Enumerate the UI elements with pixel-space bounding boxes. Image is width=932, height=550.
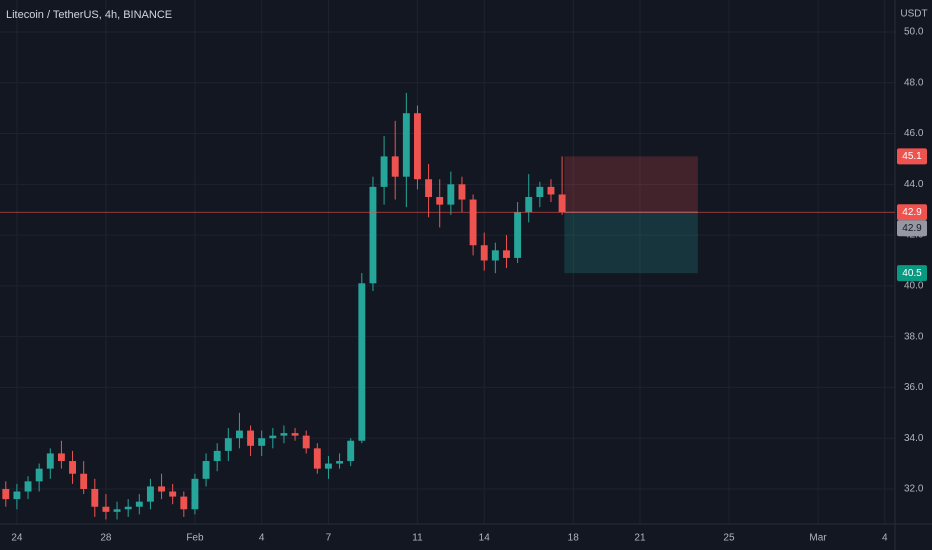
candle-body — [336, 461, 344, 464]
candle-body — [113, 509, 121, 512]
candle-body — [525, 197, 533, 213]
stop-price-label: 45.1 — [902, 151, 922, 162]
candle-body — [24, 481, 32, 492]
stop-price-label-bg — [897, 148, 927, 165]
candle-body — [380, 156, 388, 187]
y-tick-label: 32.0 — [904, 484, 924, 495]
y-tick-label: 34.0 — [904, 433, 924, 444]
candle-body — [291, 433, 299, 436]
y-tick-label: 46.0 — [904, 128, 924, 139]
y-tick-label: 44.0 — [904, 179, 924, 190]
x-tick-label: 14 — [479, 533, 491, 544]
x-tick-label: 4 — [259, 533, 265, 544]
y-tick-label: 36.0 — [904, 382, 924, 393]
candle-body — [480, 245, 488, 261]
x-tick-label: 25 — [723, 533, 735, 544]
candle-body — [213, 450, 221, 462]
chart-title: Litecoin / TetherUS, 4h, BINANCE — [6, 9, 172, 21]
y-tick-label: 40.0 — [904, 281, 924, 292]
candle-body — [536, 186, 544, 198]
candle-body — [35, 468, 43, 482]
candle-body — [414, 113, 421, 180]
candle-body — [91, 488, 99, 507]
x-tick-label: Feb — [186, 533, 204, 544]
candle-body — [425, 179, 433, 198]
x-tick-label: 7 — [326, 533, 332, 544]
x-tick-label: 11 — [412, 533, 423, 544]
candle-body — [46, 453, 54, 469]
target-price-label-bg — [897, 265, 927, 282]
candle-body — [169, 491, 177, 497]
y-tick-label: 50.0 — [904, 27, 924, 38]
candle-body — [491, 250, 499, 261]
candle-body — [2, 488, 10, 500]
candle-body — [558, 194, 566, 213]
candle-body — [258, 438, 266, 446]
y-tick-label: 38.0 — [904, 331, 924, 342]
candle-body — [347, 440, 355, 462]
currency-label: USDT — [900, 9, 927, 20]
candle-body — [447, 184, 455, 205]
candle-body — [57, 453, 65, 462]
candle-body — [135, 501, 143, 507]
entry-price-label-bg — [897, 220, 927, 237]
candle-body — [469, 199, 477, 246]
candle-body — [191, 478, 199, 510]
candle-body — [180, 496, 188, 510]
candle-body — [69, 461, 76, 474]
candle-body — [436, 197, 444, 205]
current-price-label: 42.9 — [902, 207, 922, 218]
candle-body — [247, 430, 255, 446]
candle-body — [124, 506, 132, 510]
candle-body — [102, 506, 110, 512]
candle-body — [402, 113, 410, 177]
target-price-label: 40.5 — [902, 268, 922, 279]
candle-body — [369, 186, 377, 284]
candle-body — [391, 156, 399, 177]
current-price-label-bg — [897, 204, 927, 221]
candle-body — [202, 461, 210, 479]
y-tick-label: 48.0 — [904, 77, 924, 88]
candle-body — [224, 438, 232, 451]
candle-body — [13, 491, 21, 500]
candle-body — [547, 186, 555, 195]
x-tick-label: Mar — [809, 533, 827, 544]
entry-price-label: 42.9 — [902, 223, 922, 234]
candle-body — [80, 473, 88, 489]
candle-body — [158, 486, 166, 492]
x-tick-label: 18 — [568, 533, 580, 544]
candle-body — [235, 430, 243, 439]
candle-body — [358, 283, 366, 441]
candle-body — [514, 212, 522, 258]
candle-body — [503, 250, 510, 258]
x-tick-label: 21 — [634, 533, 646, 544]
candle-body — [313, 448, 321, 469]
target-zone — [564, 212, 698, 274]
candle-body — [280, 433, 288, 436]
candle-body — [146, 486, 154, 502]
x-tick-label: 4 — [882, 533, 888, 544]
candle-body — [302, 435, 310, 449]
x-tick-label: 28 — [100, 533, 112, 544]
candle-body — [269, 435, 277, 439]
candle-body — [324, 463, 332, 469]
x-tick-label: 24 — [11, 533, 23, 544]
candle-body — [458, 184, 466, 200]
stop-zone — [564, 156, 698, 213]
